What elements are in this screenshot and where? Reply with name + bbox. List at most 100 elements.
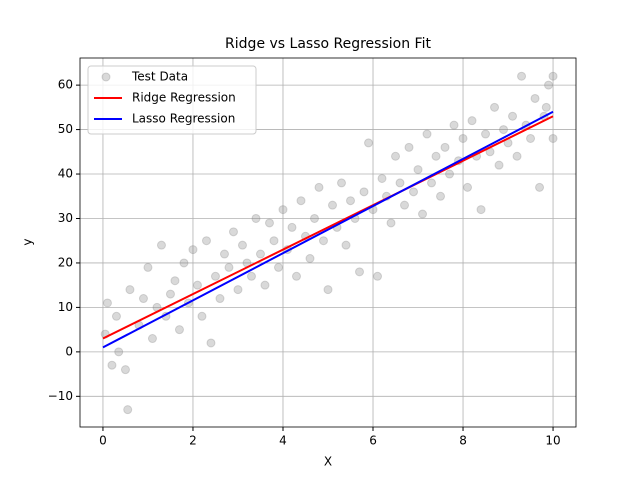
legend-box <box>87 65 257 135</box>
x-tick-label: 4 <box>279 434 287 448</box>
x-tick-label: 0 <box>99 434 107 448</box>
legend-label: Lasso Regression <box>132 112 235 126</box>
scatter-point <box>328 200 338 210</box>
legend-label: Test Data <box>131 70 188 84</box>
scatter-point <box>192 280 202 290</box>
scatter-point <box>404 142 414 152</box>
y-tick-label: 50 <box>58 122 73 136</box>
legend-label: Ridge Regression <box>132 91 236 105</box>
scatter-point <box>508 111 518 121</box>
scatter-point <box>215 294 225 304</box>
x-tick-label: 8 <box>459 434 467 448</box>
scatter-point <box>395 178 405 188</box>
scatter-point <box>517 71 527 81</box>
scatter-point <box>287 222 297 232</box>
scatter-point <box>278 205 288 215</box>
scatter-point <box>467 116 477 126</box>
scatter-point <box>436 191 446 201</box>
scatter-point <box>490 102 500 112</box>
scatter-point <box>373 271 383 281</box>
scatter-point <box>548 133 558 143</box>
scatter-point <box>206 338 216 348</box>
scatter-point <box>431 151 441 161</box>
scatter-point <box>197 311 207 321</box>
scatter-point <box>418 209 428 219</box>
scatter-point <box>341 240 351 250</box>
y-tick-label: 60 <box>58 78 73 92</box>
scatter-point <box>296 196 306 206</box>
scatter-point <box>102 298 112 308</box>
scatter-point <box>391 151 401 161</box>
scatter-point <box>125 285 135 295</box>
y-tick-label: 0 <box>65 344 73 358</box>
y-tick-label: 30 <box>58 211 73 225</box>
scatter-point <box>107 360 117 370</box>
scatter-point <box>309 213 319 223</box>
scatter-point <box>386 218 396 228</box>
scatter-point <box>305 254 315 264</box>
regression-line <box>102 115 554 340</box>
scatter-point <box>174 325 184 335</box>
scatter-point <box>440 142 450 152</box>
scatter-point <box>147 334 157 344</box>
scatter-point <box>476 205 486 215</box>
scatter-point <box>512 151 522 161</box>
scatter-point <box>544 80 554 90</box>
scatter-point <box>237 240 247 250</box>
scatter-point <box>409 187 419 197</box>
scatter-point <box>494 160 504 170</box>
scatter-point <box>535 182 545 192</box>
scatter-point <box>219 249 229 259</box>
scatter-point <box>458 133 468 143</box>
y-tick-label: 40 <box>58 167 73 181</box>
scatter-point <box>188 245 198 255</box>
y-tick-label: 10 <box>58 300 73 314</box>
scatter-point <box>337 178 347 188</box>
scatter-point <box>228 227 238 237</box>
scatter-point <box>111 311 121 321</box>
scatter-point <box>143 262 153 272</box>
chart-title: Ridge vs Lasso Regression Fit <box>225 36 431 52</box>
scatter-point <box>413 165 423 175</box>
x-tick-label: 6 <box>369 434 377 448</box>
scatter-point <box>224 262 234 272</box>
scatter-point <box>156 240 166 250</box>
scatter-point <box>323 285 333 295</box>
scatter-point <box>114 347 124 357</box>
scatter-point <box>541 102 551 112</box>
scatter-point <box>499 125 509 135</box>
scatter-point <box>201 236 211 246</box>
scatter-point <box>427 178 437 188</box>
y-tick-label: −10 <box>48 389 73 403</box>
scatter-point <box>165 289 175 299</box>
y-tick-label: 20 <box>58 255 73 269</box>
scatter-point <box>377 173 387 183</box>
scatter-point <box>355 267 365 277</box>
scatter-point <box>449 120 459 130</box>
scatter-point <box>120 365 130 375</box>
x-tick-label: 10 <box>545 434 560 448</box>
scatter-point <box>179 258 189 268</box>
scatter-point <box>530 93 540 103</box>
scatter-point <box>400 200 410 210</box>
scatter-point <box>255 249 265 259</box>
x-axis-label: X <box>324 455 332 469</box>
scatter-point <box>246 271 256 281</box>
scatter-point <box>314 182 324 192</box>
scatter-point <box>463 182 473 192</box>
scatter-point <box>359 187 369 197</box>
scatter-point <box>210 271 220 281</box>
y-axis-label: y <box>21 238 35 245</box>
scatter-point <box>526 133 536 143</box>
scatter-point <box>264 218 274 228</box>
x-tick-label: 2 <box>189 434 197 448</box>
plot-frame <box>79 57 577 428</box>
scatter-point <box>346 196 356 206</box>
legend-marker <box>101 72 111 82</box>
scatter-point <box>291 271 301 281</box>
scatter-point <box>318 236 328 246</box>
scatter-point <box>481 129 491 139</box>
scatter-point <box>445 169 455 179</box>
scatter-point <box>138 294 148 304</box>
